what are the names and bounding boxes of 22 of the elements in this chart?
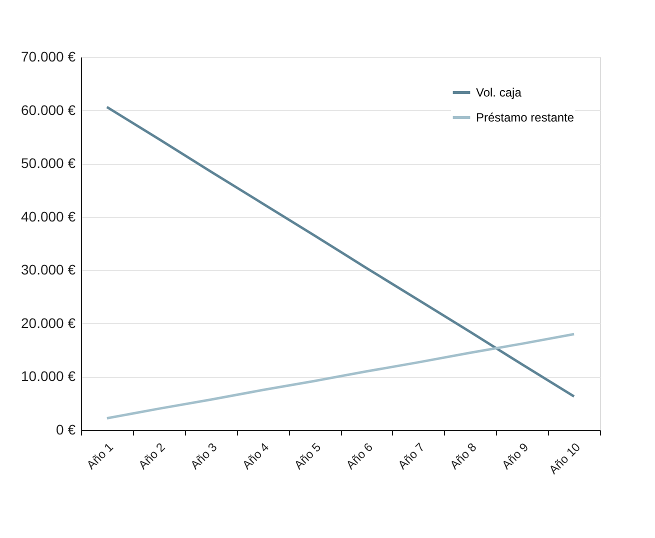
y-tick-label: 50.000 € — [21, 155, 76, 172]
x-tick-label: Año 1 — [84, 440, 116, 472]
x-tick-label: Año 4 — [240, 440, 272, 472]
x-tick-label: Año 5 — [291, 440, 324, 472]
x-tick-label: Año 9 — [499, 440, 532, 472]
y-tick-label: 40.000 € — [21, 208, 76, 224]
y-tick-label: 0 € — [56, 422, 76, 438]
x-tick-label: Año 3 — [188, 440, 220, 472]
x-tick-label: Año 10 — [546, 440, 584, 477]
y-tick-label: 20.000 € — [21, 314, 76, 331]
y-tick-label: 10.000 € — [21, 368, 76, 384]
x-tick-label: Año 8 — [447, 440, 480, 472]
y-tick-label: 30.000 € — [21, 262, 76, 278]
x-tick-label: Año 6 — [343, 440, 376, 472]
y-tick-label: 70.000 € — [21, 48, 76, 64]
x-tick-label: Año 7 — [395, 440, 428, 472]
y-tick-label: 60.000 € — [21, 102, 76, 118]
legend-label: Vol. caja — [476, 86, 522, 100]
legend-label: Préstamo restante — [476, 110, 574, 124]
x-tick-label: Año 2 — [136, 440, 168, 472]
line-series — [106, 106, 576, 398]
line-series — [106, 332, 576, 420]
